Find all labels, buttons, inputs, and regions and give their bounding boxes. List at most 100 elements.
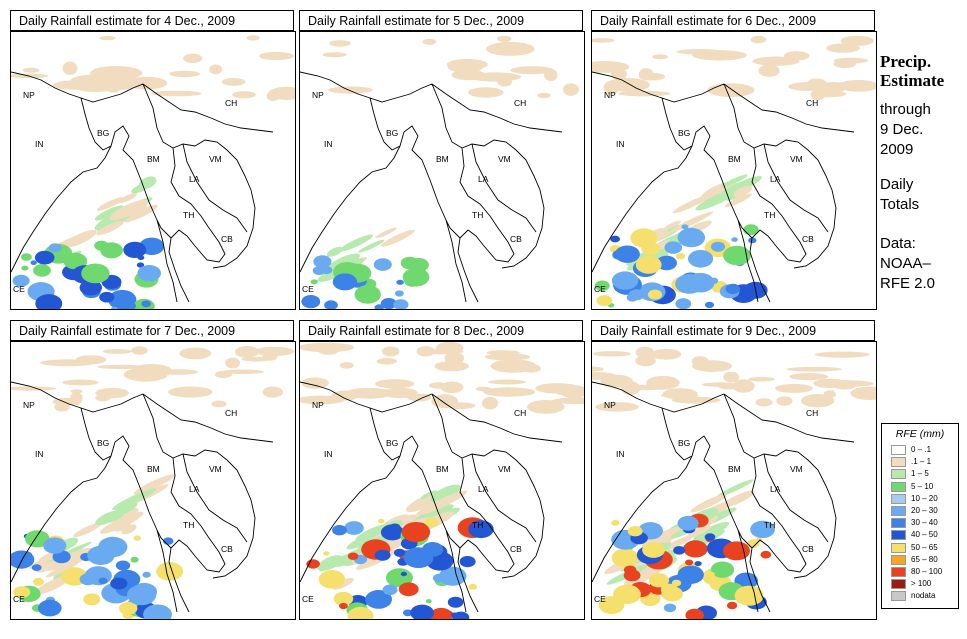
heavy-rain-patch [459,556,476,568]
legend-swatch [891,530,906,541]
light-rain-patch [339,234,373,252]
map-area: NP CH IN BG BM VM LA TH CB CE [10,31,296,310]
light-rain-patch [619,82,632,89]
heavy-rain-patch [354,285,381,304]
light-rain-patch [169,70,201,78]
light-rain-patch [701,382,741,387]
heavy-rain-patch [683,540,708,558]
data-source-text: Data: NOAA– RFE 2.0 [880,235,936,292]
country-label: NP [312,400,324,410]
heavy-rain-patch [63,252,88,270]
heavy-rain-patch [143,604,172,619]
heavy-rain-patch [344,521,364,535]
light-rain-patch [339,362,354,369]
light-rain-patch [692,50,747,61]
light-rain-patch [209,64,223,75]
light-rain-patch [486,350,520,356]
heavy-rain-patch [35,294,63,309]
light-rain-patch [22,67,40,73]
light-rain-patch [775,383,813,393]
heavy-rain-patch [642,541,665,558]
light-rain-patch [723,371,740,383]
heavy-rain-patch [141,300,151,308]
country-label: CE [594,594,606,604]
country-label: NP [312,90,324,100]
light-rain-patch [483,387,536,397]
country-label: TH [183,520,195,530]
heavy-rain-patch [594,280,610,292]
light-rain-patch [440,381,464,394]
heavy-rain-patch [723,245,751,266]
legend-item: 80 – 100 [882,566,958,578]
light-rain-patch [221,78,246,86]
light-rain-patch [610,67,627,81]
country-borders [592,71,855,303]
heavy-rain-patch [111,306,118,309]
heavy-rain-patch [681,224,689,230]
heavy-rain-patch [709,277,719,284]
light-rain-patch [635,346,655,358]
country-label: VM [790,464,803,474]
heavy-rain-patch [760,550,772,559]
light-rain-patch [758,64,780,77]
country-borders [11,71,274,303]
heavy-rain-patch [48,243,62,253]
heavy-rain-patch [677,565,704,584]
heavy-rain-patch [123,301,136,309]
light-rain-patch [34,575,71,595]
heavy-rain-patch [43,537,67,554]
light-rain-patch [422,38,437,45]
country-label: IN [324,449,333,459]
heavy-rain-patch [725,283,741,294]
legend-swatch [891,481,906,492]
legend-item: 30 – 40 [882,517,958,529]
light-rain-patch [786,366,842,372]
heavy-rain-patch [110,577,128,590]
heavy-rain-patch [756,537,763,543]
light-rain-patch [62,61,78,75]
light-rain-patch [663,220,682,230]
light-rain-patch [90,66,143,80]
country-label: LA [189,484,200,494]
heavy-rain-patch [710,561,735,578]
map-canvas [592,346,876,619]
legend-swatch [891,518,906,529]
light-rain-patch [807,78,827,88]
rainfall-map-panel: Daily Rainfall estimate for 7 Dec., 2009… [10,320,296,620]
country-label: CE [594,284,606,294]
light-rain-patch [840,35,874,46]
light-rain-patch [527,400,565,414]
legend-swatch [891,542,906,553]
heavy-rain-patch [635,255,662,274]
light-rain-patch [707,83,755,97]
country-label: CH [514,98,527,108]
light-rain-patch [595,402,639,412]
light-rain-patch [624,384,669,391]
light-rain-patch [603,80,620,95]
country-label: BG [386,438,399,448]
legend-swatch [891,554,906,565]
light-rain-patch [826,43,860,53]
light-rain-patch [490,359,537,373]
country-label: VM [209,464,222,474]
light-rain-patch [592,38,615,43]
light-rain-patch [211,400,227,408]
light-rain-patch [381,346,400,357]
map-area: NP CH IN BG BM VM LA TH CB CE [591,341,877,620]
legend-swatch [891,469,906,480]
light-rain-patch [650,348,682,360]
heavy-rain-patch [396,279,404,285]
country-label: VM [498,464,511,474]
light-rain-patch [241,357,271,362]
legend-item: > 100 [882,578,958,590]
light-rain-patch [484,353,531,361]
heavy-rain-patch [20,253,32,261]
light-rain-patch [544,68,558,82]
country-label: CH [225,408,238,418]
heavy-rain-patch [675,298,692,309]
legend-swatch [891,457,906,468]
heavy-rain-patch [402,609,413,617]
heavy-rain-patch [347,552,359,560]
light-rain-patch [123,367,168,382]
heavy-rain-patch [422,542,444,557]
